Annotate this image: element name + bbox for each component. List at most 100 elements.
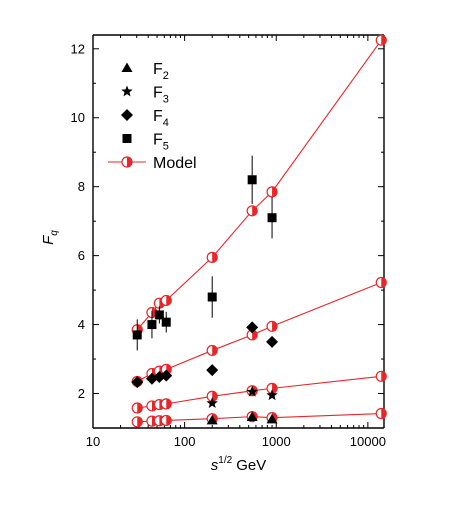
F5-point: [147, 320, 157, 330]
legend-label-sub: 3: [163, 94, 169, 106]
F4-point: [206, 364, 219, 377]
legend-label: Model: [153, 155, 197, 172]
half-circle-fill: [127, 157, 132, 167]
legend-label: F4: [153, 108, 169, 129]
model-curve-2: [137, 375, 382, 409]
half-circle-fill: [166, 295, 172, 306]
y-tick-label: 8: [78, 179, 85, 194]
y-axis-label-main: F: [40, 235, 57, 245]
F4-point: [160, 369, 173, 382]
half-circle-fill: [212, 345, 218, 356]
half-circle-fill: [381, 408, 387, 419]
legend-label-sub: 4: [163, 117, 169, 129]
y-tick-label: 2: [78, 386, 85, 401]
x-axis-label-base: s: [211, 457, 219, 474]
model-point: [266, 186, 278, 198]
model-point: [206, 344, 218, 357]
series-F5: [132, 155, 277, 351]
legend-model-marker: [121, 156, 133, 168]
x-axis-label-sup: 1/2: [218, 455, 232, 466]
series-F2: [206, 411, 278, 425]
F3-point: [246, 385, 258, 397]
x-tick-label: 1000: [262, 434, 291, 449]
legend-label-main: F: [153, 61, 163, 78]
model-point: [206, 251, 218, 263]
model-point: [266, 320, 278, 332]
x-tick-label: 100: [174, 434, 196, 449]
F5-point: [207, 292, 217, 302]
model-curves: [131, 34, 387, 428]
legend-label-main: Model: [153, 155, 197, 172]
model-point: [375, 34, 387, 46]
model-point: [206, 390, 218, 402]
y-axis-label: Fq: [40, 230, 60, 245]
F4-point: [131, 376, 144, 389]
y-tick-label: 12: [71, 41, 85, 56]
F5-point: [267, 213, 277, 223]
legend-marker-star: [121, 85, 133, 97]
model-point: [375, 407, 387, 420]
half-circle-fill: [212, 391, 218, 402]
half-circle-fill: [252, 329, 258, 340]
legend-label-main: F: [153, 85, 163, 102]
model-point: [131, 416, 143, 428]
legend-marker-triangle: [121, 62, 133, 72]
half-circle-fill: [137, 416, 143, 427]
model-curve-4: [136, 39, 382, 331]
model-point: [160, 414, 172, 427]
F4-point: [246, 321, 259, 334]
F5-point: [247, 175, 257, 185]
series-F4: [131, 321, 279, 389]
F2-point: [206, 414, 218, 425]
axis-ticks: 10 100 1000 10000 2 4 6 8 10 12: [71, 35, 386, 449]
half-circle-fill: [272, 186, 278, 197]
model-point: [160, 398, 172, 410]
F4-point: [266, 335, 279, 348]
half-circle-fill: [381, 277, 387, 288]
y-axis-label-sub: q: [49, 230, 60, 236]
half-circle-fill: [381, 35, 387, 46]
y-tick-label: 6: [78, 248, 85, 263]
half-circle-fill: [212, 252, 218, 263]
x-tick-label: 10: [86, 434, 100, 449]
half-circle-fill: [272, 383, 278, 394]
F5-point: [161, 317, 171, 327]
y-tick-label: 10: [71, 110, 85, 125]
F3-point: [206, 397, 218, 409]
legend-label-sub: 5: [163, 141, 169, 153]
data-points: [131, 155, 279, 425]
legend-marker-diamond: [121, 109, 133, 121]
model-point: [375, 276, 387, 289]
x-axis-label-unit: GeV: [236, 457, 266, 474]
half-circle-fill: [166, 398, 172, 409]
legend-label-main: F: [153, 132, 163, 149]
F3-point: [266, 389, 278, 401]
model-point: [246, 205, 258, 217]
x-axis-label: s1/2 GeV: [211, 455, 266, 474]
model-point: [160, 294, 172, 307]
model-point: [266, 382, 278, 394]
half-circle-fill: [166, 415, 172, 426]
legend-label: F3: [153, 85, 169, 106]
model-point: [131, 402, 143, 414]
half-circle-fill: [137, 403, 143, 414]
model-point: [375, 370, 387, 382]
legend-label-main: F: [153, 108, 163, 125]
half-circle-fill: [252, 205, 258, 216]
x-tick-label: 10000: [350, 434, 386, 449]
model-curve-3: [136, 282, 382, 382]
F2-point: [266, 413, 278, 424]
legend-label: F5: [153, 132, 169, 153]
half-circle-fill: [272, 321, 278, 332]
half-circle-fill: [381, 371, 387, 382]
legend-marker-square: [122, 134, 132, 143]
legend-label: F2: [153, 61, 169, 82]
model-point: [246, 329, 258, 341]
series-F3: [206, 385, 278, 409]
F2-point: [246, 411, 258, 421]
legend-label-sub: 2: [163, 70, 169, 82]
plot-frame: [92, 34, 385, 429]
y-tick-label: 4: [78, 317, 85, 332]
